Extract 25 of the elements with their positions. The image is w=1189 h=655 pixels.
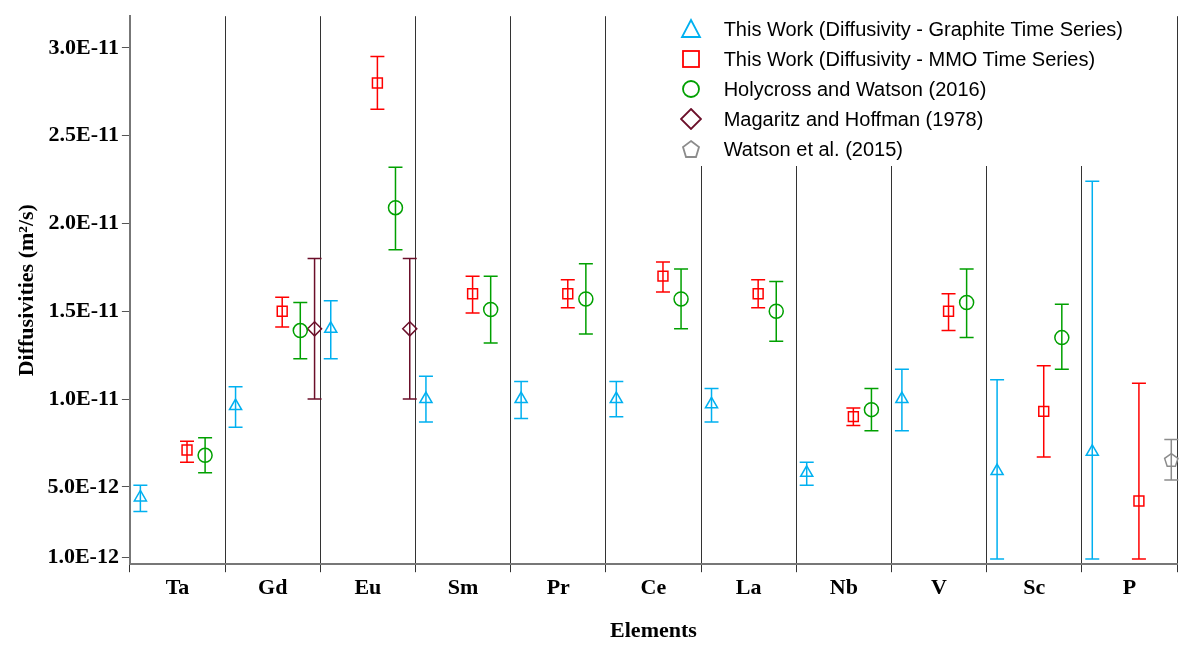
y-tick-label: 2.0E-11 (48, 209, 119, 235)
x-tick-label: Gd (258, 574, 288, 600)
x-axis-title: Elements (610, 617, 698, 643)
x-tick-label: Pr (546, 574, 571, 600)
legend-label: Watson et al. (2015) (723, 137, 903, 161)
x-tick-label: P (1122, 574, 1137, 600)
x-tick-label: Sm (447, 574, 479, 600)
x-tick-label: Sc (1023, 574, 1046, 600)
x-tick-label: La (735, 574, 762, 600)
legend-label: This Work (Diffusivity - MMO Time Series) (723, 47, 1096, 71)
y-tick-label: 1.0E-11 (48, 384, 119, 410)
x-tick-label: Nb (829, 574, 858, 600)
legend-label: Holycross and Watson (2016) (723, 77, 987, 101)
legend-label: This Work (Diffusivity - Graphite Time Series) (723, 17, 1123, 41)
y-tick-label: 2.5E-11 (48, 121, 119, 147)
y-tick-label: 1.5E-11 (48, 296, 119, 322)
x-tick-label: Eu (354, 574, 382, 600)
x-tick-label: Ce (640, 574, 667, 600)
y-tick-label: 3.0E-11 (48, 33, 119, 59)
x-tick-label: V (931, 574, 948, 600)
legend-label: Magaritz and Hoffman (1978) (723, 107, 984, 131)
y-tick-label: 1.0E-12 (47, 542, 119, 568)
y-axis-title: Diffusivities (m²/s) (12, 204, 38, 377)
y-tick-label: 5.0E-12 (47, 472, 119, 498)
x-tick-label: Ta (165, 574, 190, 600)
